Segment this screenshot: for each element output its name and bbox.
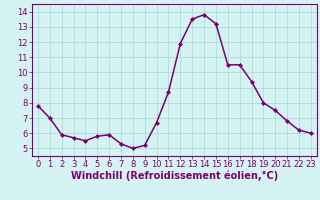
X-axis label: Windchill (Refroidissement éolien,°C): Windchill (Refroidissement éolien,°C) <box>71 171 278 181</box>
